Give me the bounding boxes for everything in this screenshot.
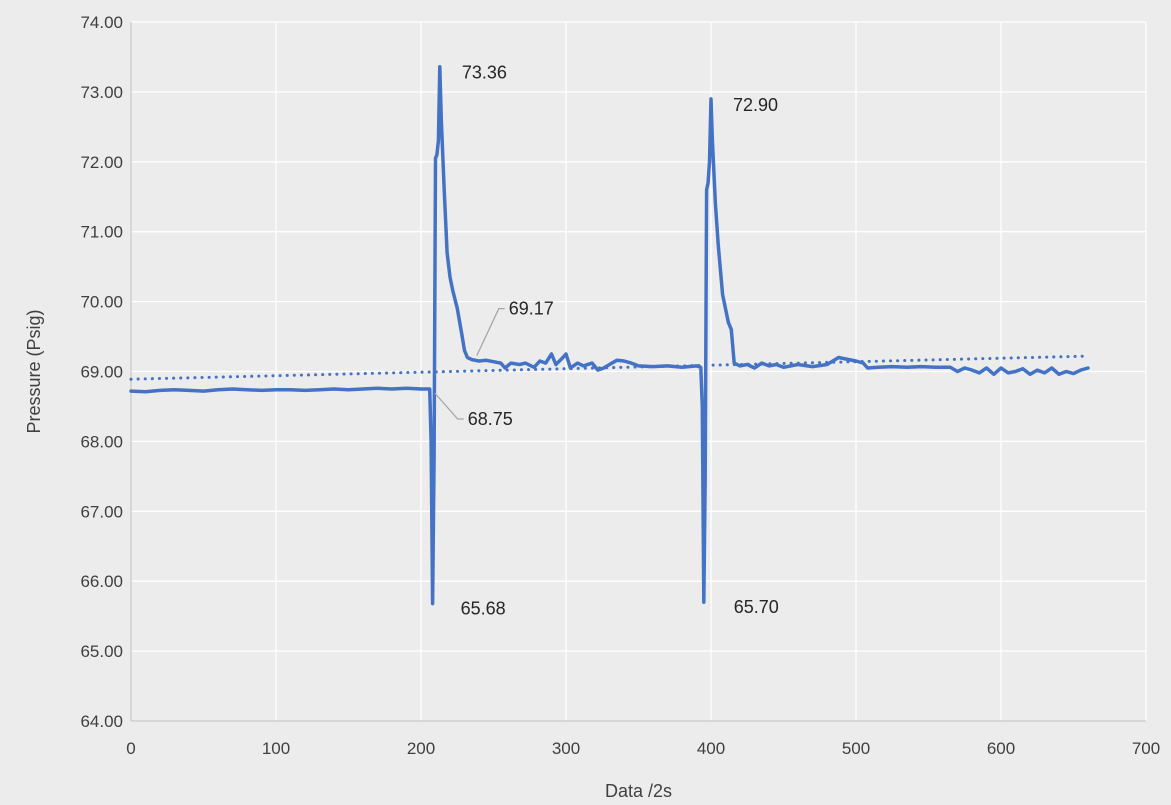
y-tick-label: 69.00 bbox=[80, 363, 123, 382]
x-tick-label: 400 bbox=[697, 739, 725, 758]
y-tick-label: 65.00 bbox=[80, 642, 123, 661]
x-tick-label: 500 bbox=[842, 739, 870, 758]
y-tick-label: 64.00 bbox=[80, 712, 123, 731]
y-tick-label: 67.00 bbox=[80, 502, 123, 521]
x-tick-label: 600 bbox=[987, 739, 1015, 758]
y-tick-label: 72.00 bbox=[80, 153, 123, 172]
annotation-label: 73.36 bbox=[462, 63, 507, 83]
x-tick-label: 100 bbox=[262, 739, 290, 758]
x-tick-label: 200 bbox=[407, 739, 435, 758]
pressure-line bbox=[129, 64, 1090, 606]
y-tick-label: 71.00 bbox=[80, 223, 123, 242]
gridlines bbox=[131, 21, 1147, 721]
annotation-leader bbox=[434, 392, 464, 420]
axes: 64.00 65.00 66.00 67.00 68.00 69.00 70.00 71.00… bbox=[80, 13, 1160, 758]
annotation-label: 69.17 bbox=[509, 299, 554, 319]
x-tick-label: 300 bbox=[552, 739, 580, 758]
x-axis-title: Data /2s bbox=[605, 781, 672, 801]
x-tick-label: 700 bbox=[1132, 739, 1160, 758]
series-layer bbox=[129, 64, 1090, 606]
annotation-label: 72.90 bbox=[733, 95, 778, 115]
y-tick-label: 74.00 bbox=[80, 13, 123, 32]
y-tick-label: 70.00 bbox=[80, 293, 123, 312]
y-tick-label: 66.00 bbox=[80, 572, 123, 591]
annotations: 73.36 72.90 69.17 68.75 65.68 65.70 bbox=[434, 63, 779, 619]
y-tick-label: 73.00 bbox=[80, 83, 123, 102]
y-axis-title: Pressure (Psig) bbox=[24, 309, 44, 433]
annotation-leader bbox=[476, 307, 505, 356]
annotation-label: 68.75 bbox=[468, 409, 513, 429]
y-tick-label: 68.00 bbox=[80, 432, 123, 451]
annotation-label: 65.68 bbox=[461, 599, 506, 619]
x-tick-label: 0 bbox=[126, 739, 135, 758]
annotation-label: 65.70 bbox=[734, 597, 779, 617]
